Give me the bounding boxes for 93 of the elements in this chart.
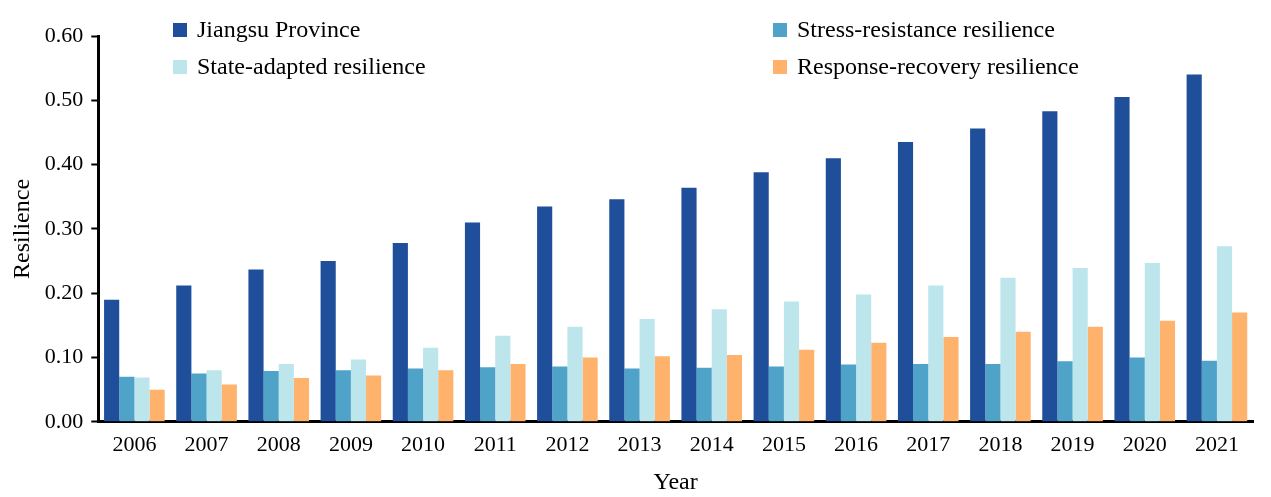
legend-label: State-adapted resilience: [197, 53, 426, 80]
y-tick-label: 0.40: [44, 150, 84, 176]
bar: [1201, 360, 1217, 422]
bar: [1129, 357, 1145, 422]
bar: [624, 368, 640, 422]
bar: [1015, 331, 1031, 422]
x-tick-label: 2013: [617, 430, 662, 456]
bar: [480, 367, 496, 422]
bar: [293, 378, 310, 422]
bar: [970, 128, 986, 422]
bar: [897, 142, 914, 422]
bar: [510, 363, 526, 422]
y-axis-title: Resilience: [7, 178, 34, 279]
bar: [1144, 262, 1160, 422]
x-tick-label: 2015: [761, 430, 806, 456]
bar: [943, 336, 959, 422]
bar: [726, 354, 743, 422]
bar: [176, 285, 192, 422]
x-tick-label: 2011: [473, 430, 517, 456]
x-tick-label: 2019: [1050, 430, 1095, 456]
legend-label: Response-recovery resilience: [797, 53, 1079, 80]
bar: [104, 299, 120, 422]
bar: [464, 222, 481, 422]
x-tick-label: 2008: [256, 430, 301, 456]
y-tick-label: 0.60: [44, 21, 84, 47]
x-tick-label: 2010: [401, 430, 446, 456]
y-tick-label: 0.20: [44, 278, 84, 304]
bar: [913, 363, 929, 422]
bar: [221, 384, 237, 422]
bar: [1000, 277, 1016, 422]
bar: [407, 368, 424, 422]
bar: [278, 363, 294, 422]
bar: [1042, 111, 1058, 422]
bar: [392, 243, 408, 422]
bar: [711, 309, 727, 422]
bar: [263, 371, 279, 422]
bar: [799, 349, 815, 422]
bar: [119, 376, 135, 422]
bar: [335, 370, 351, 422]
bar: [495, 335, 511, 422]
bar: [1087, 326, 1103, 422]
x-tick-label: 2016: [834, 430, 879, 456]
bar: [350, 359, 367, 422]
bar: [423, 347, 439, 422]
bar: [1216, 246, 1233, 422]
x-axis-title: Year: [653, 467, 698, 494]
bar: [1072, 268, 1088, 422]
x-tick-label: 2006: [112, 430, 157, 456]
bar: [753, 172, 769, 422]
bar: [928, 285, 944, 422]
x-tick-label: 2018: [978, 430, 1023, 456]
bar: [582, 357, 598, 422]
bar: [438, 370, 454, 422]
x-tick-label: 2020: [1122, 430, 1167, 456]
bar: [1159, 320, 1176, 422]
bar: [567, 326, 583, 422]
bar: [134, 377, 150, 422]
x-tick-label: 2014: [689, 430, 734, 456]
bar: [871, 342, 887, 422]
bar: [985, 363, 1001, 422]
legend-label: Stress-resistance resilience: [797, 16, 1055, 43]
bar: [825, 158, 841, 422]
legend-label: Jiangsu Province: [197, 16, 361, 43]
x-tick-label: 2017: [906, 430, 951, 456]
bar: [654, 356, 670, 422]
bar: [696, 367, 712, 422]
bar: [149, 389, 165, 422]
bar: [1114, 97, 1130, 422]
bar: [248, 269, 264, 422]
y-tick-label: 0.50: [44, 86, 84, 112]
x-tick-label: 2012: [545, 430, 590, 456]
bar: [681, 187, 697, 422]
bar: [768, 366, 784, 422]
bar: [1232, 312, 1248, 422]
x-tick-label: 2021: [1194, 430, 1239, 456]
bar: [639, 318, 655, 422]
x-tick-label: 2009: [328, 430, 373, 456]
bar: [191, 373, 207, 422]
bar: [366, 375, 382, 422]
bar: [783, 301, 800, 422]
bar: [856, 294, 872, 422]
bar: [1057, 361, 1073, 422]
bar: [537, 206, 553, 422]
y-tick-label: 0.00: [44, 407, 84, 433]
y-tick-label: 0.10: [44, 343, 84, 369]
bar: [609, 199, 625, 422]
x-tick-label: 2007: [184, 430, 229, 456]
bar: [320, 261, 336, 422]
bar: [1186, 74, 1202, 422]
bar: [206, 370, 222, 422]
bar: [552, 366, 568, 422]
bar: [840, 364, 857, 422]
y-tick-label: 0.30: [44, 214, 84, 240]
